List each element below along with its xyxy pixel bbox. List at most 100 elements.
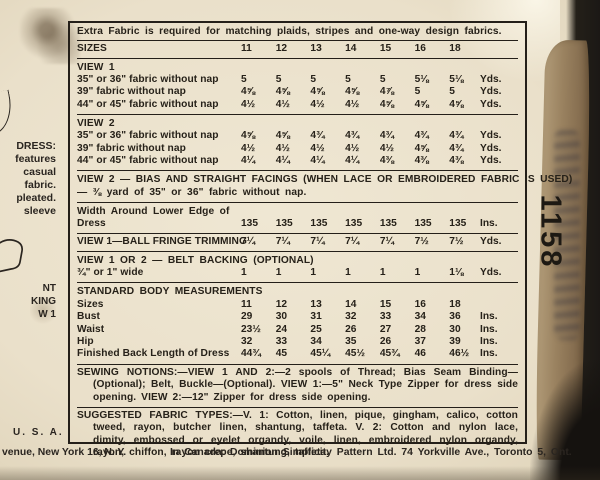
value-cell: 26	[345, 323, 357, 335]
row-unit: Yds.	[480, 98, 502, 110]
row-unit: Yds.	[480, 142, 502, 154]
paper-fold-highlight	[440, 0, 560, 90]
value-cell: 5⅛	[449, 73, 464, 85]
divider	[77, 233, 518, 235]
row-unit: Ins.	[480, 311, 498, 323]
table-row: Hip 32 33 34 35 26 37 39 Ins.	[77, 336, 518, 348]
value-cell: 46	[414, 348, 426, 360]
value-cell: 28	[414, 323, 426, 335]
row-unit: Ins.	[480, 348, 498, 360]
value-cell: 135	[241, 218, 258, 230]
value-cell: 4½	[345, 142, 360, 154]
value-cell: 16	[414, 298, 426, 310]
value-cell: 4¼	[275, 155, 290, 167]
value-cell: 5	[310, 73, 317, 85]
row-label: Bust	[77, 311, 101, 323]
sizes-header-row: SIZES 11 12 13 14 15 16 18	[77, 43, 518, 55]
value-cell: 4½	[345, 98, 360, 110]
table-row: 44" or 45" fabric without nap 4¼ 4¼ 4¼ 4¼ 4⅜…	[77, 155, 518, 167]
divider	[77, 201, 518, 203]
value-cell: 1	[379, 267, 386, 279]
value-cell: 24	[275, 323, 288, 335]
value-cell: 4⅝	[414, 98, 429, 110]
value-cell: 15	[379, 298, 392, 310]
row-values: 44¾ 45 45¼ 45½ 45¾ 46 46½	[237, 348, 480, 360]
value-cell: 33	[379, 311, 392, 323]
extra-fabric-note: Extra Fabric is required for matching pl…	[77, 26, 502, 37]
value-cell: 5	[275, 73, 282, 85]
row-unit: Yds.	[480, 267, 502, 279]
value-cell: 4⅝	[275, 130, 290, 142]
sewing-notions-paragraph: SEWING NOTIONS:—VIEW 1 AND 2:—2 spools o…	[77, 366, 518, 403]
value-cell: 135	[275, 218, 293, 230]
value-cell: 5⅛	[414, 73, 429, 85]
value-cell: 135	[414, 218, 432, 230]
row-values: 4¼ 4¼ 4¼ 4¼ 4⅜ 4⅜ 4⅜	[237, 155, 480, 167]
row-label: Dress	[77, 218, 106, 230]
table-row: Waist 23½ 24 25 26 27 28 30 Ins.	[77, 324, 518, 336]
value-cell: 26	[379, 335, 392, 347]
body-measurements-section: STANDARD BODY MEASUREMENTS Sizes 11 12 13 1…	[77, 286, 518, 360]
facings-note-line2: — ⅜ yard of 35" or 36" fabric without na…	[77, 186, 307, 198]
view1-title: VIEW 1	[77, 61, 115, 73]
value-cell: 46½	[449, 348, 470, 360]
value-cell: 34	[310, 335, 322, 347]
value-cell: 4⅜	[379, 155, 395, 167]
value-cell: 14	[345, 43, 357, 55]
width-section: Width Around Lower Edge of Dress 135 135 1…	[77, 206, 518, 231]
illustration-arc-fragment	[0, 89, 17, 136]
row-label: 39" fabric without nap	[77, 142, 186, 154]
value-cell: 135	[379, 218, 397, 230]
view2-title: VIEW 2	[77, 118, 115, 130]
value-cell: 7½	[414, 236, 429, 248]
value-cell: 31	[310, 311, 322, 323]
value-cell: 7¼	[310, 236, 325, 248]
row-label: 35" or 36" fabric without nap	[77, 73, 219, 85]
value-cell: 4¼	[345, 155, 360, 167]
row-unit: Ins.	[480, 335, 498, 347]
illustration-shape-fragment	[0, 238, 32, 281]
value-cell: 4½	[241, 142, 256, 154]
value-cell: 32	[345, 311, 357, 323]
table-row: 39" fabric without nap 4½ 4½ 4½ 4½ 4½ 4⅝ 4¾ Yd…	[77, 143, 518, 155]
row-values: 4⅝ 4⅝ 4¾ 4¾ 4¾ 4¾ 4¾	[237, 130, 480, 142]
value-cell: 12	[275, 298, 288, 310]
row-values: 7¼ 7¼ 7¼ 7¼ 7¼ 7½ 7½	[237, 236, 480, 248]
value-cell: 1	[275, 267, 282, 279]
value-cell: 4¾	[345, 130, 360, 142]
table-row: ¾" or 1" wide 1 1 1 1 1 1 1⅛ Yds.	[77, 267, 518, 279]
table-row: 39" fabric without nap 4⅝ 4⅝ 4⅝ 4⅝ 4⅞ 5 5 Yds.	[77, 86, 518, 98]
value-cell: 29	[241, 311, 253, 323]
value-cell: 4⅜	[449, 155, 464, 167]
value-cell: 18	[449, 298, 461, 310]
value-cell: 4½	[379, 142, 395, 154]
value-cell: 23½	[241, 323, 261, 335]
stamp-smudge	[554, 130, 580, 340]
footer-address-canada: In Canada: Dominion Simplicity Pattern L…	[170, 447, 572, 458]
divider	[77, 406, 518, 408]
footer-usa: U. S. A.	[13, 427, 64, 438]
suggested-fabrics-paragraph: SUGGESTED FABRIC TYPES:—V. 1: Cotton, li…	[77, 409, 518, 459]
left-text-fragment-view: NT KING W 1	[31, 283, 56, 320]
value-cell: 16	[414, 43, 426, 55]
footer-address-us: venue, New York 16, N. Y.	[2, 447, 127, 458]
value-cell: 1	[310, 267, 317, 279]
row-values: 5 5 5 5 5 5⅛ 5⅛	[237, 74, 480, 86]
belt-backing-heading: VIEW 1 OR 2 — BELT BACKING (OPTIONAL)	[77, 254, 314, 266]
value-cell: 33	[275, 335, 288, 347]
belt-backing-section: VIEW 1 OR 2 — BELT BACKING (OPTIONAL) ¾"…	[77, 255, 518, 280]
value-cell: 27	[379, 323, 392, 335]
row-label: Waist	[77, 323, 105, 335]
value-cell: 39	[449, 335, 461, 347]
row-unit: Yds.	[480, 236, 502, 248]
table-row: Finished Back Length of Dress 44¾ 45 45¼ 45…	[77, 348, 518, 360]
value-cell: 15	[379, 43, 392, 55]
value-cell: 7¼	[275, 236, 290, 248]
value-cell: 135	[449, 218, 467, 230]
table-row: 35" or 36" fabric without nap 4⅝ 4⅝ 4¾ 4¾ 4¾…	[77, 130, 518, 142]
value-cell: 4⅝	[241, 130, 256, 142]
table-row: 44" or 45" fabric without nap 4½ 4½ 4½ 4½ 4⅝…	[77, 99, 518, 111]
value-cell: 4½	[310, 98, 325, 110]
row-values: 4½ 4½ 4½ 4½ 4⅝ 4⅝ 4⅝	[237, 99, 480, 111]
